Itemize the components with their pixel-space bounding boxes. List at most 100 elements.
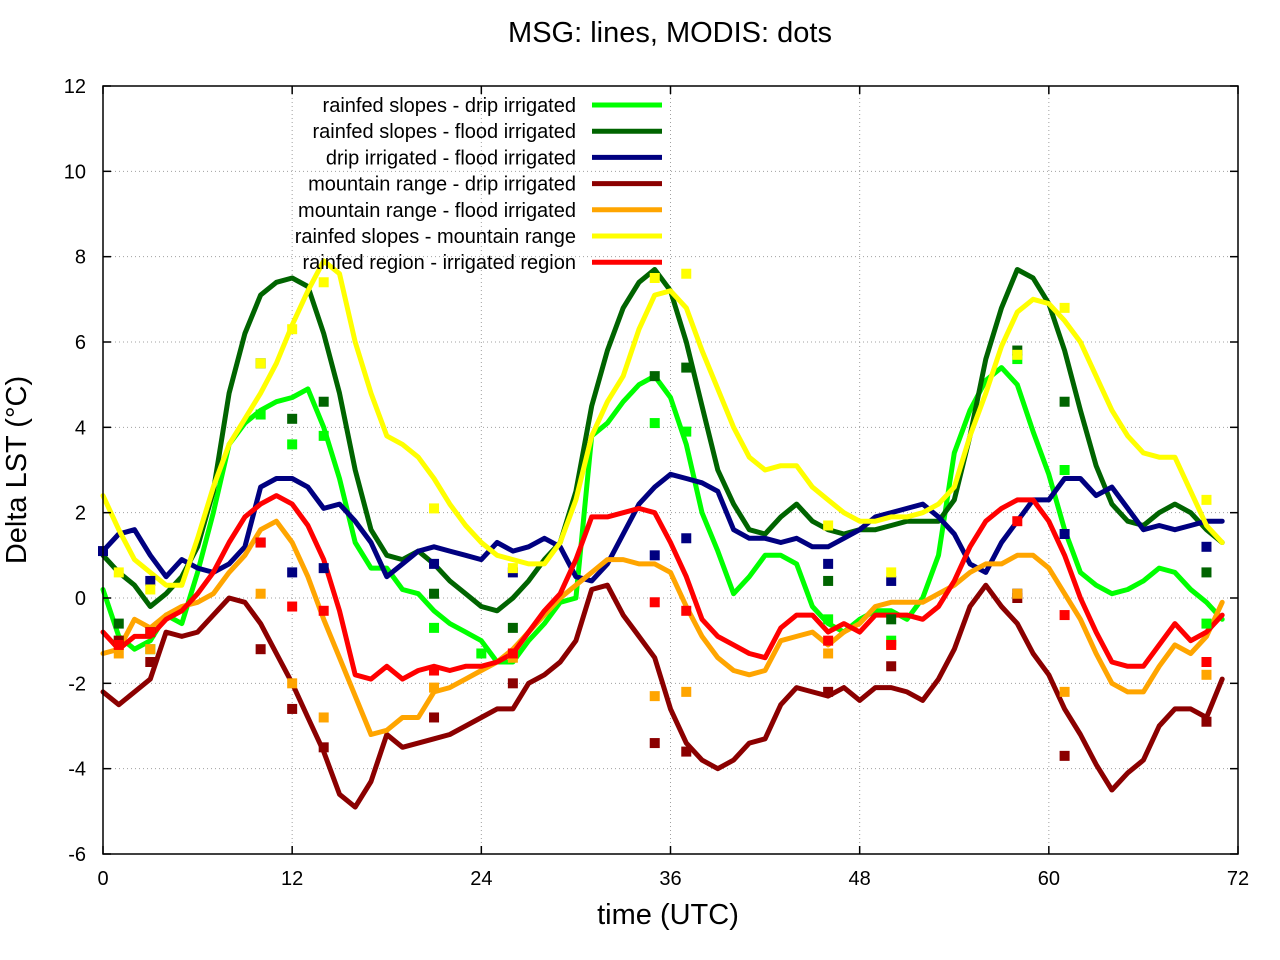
modis-dot bbox=[318, 277, 329, 288]
modis-dot bbox=[649, 738, 660, 749]
modis-dot bbox=[476, 648, 487, 659]
modis-dot bbox=[255, 358, 266, 369]
modis-dot bbox=[681, 686, 692, 697]
modis-dot bbox=[318, 563, 329, 574]
modis-dot bbox=[1012, 588, 1023, 599]
modis-dot bbox=[429, 588, 440, 599]
modis-dot bbox=[1201, 494, 1212, 505]
modis-dot bbox=[255, 537, 266, 548]
series-line-rainfed-region-irrigated-region bbox=[100, 493, 1225, 682]
series-line-rainfed-slopes-drip-irrigated bbox=[100, 365, 1225, 665]
modis-dot bbox=[145, 627, 156, 638]
x-tick-label: 24 bbox=[470, 868, 492, 890]
modis-dot bbox=[1059, 465, 1070, 475]
modis-dot bbox=[287, 413, 298, 424]
modis-dot bbox=[318, 430, 329, 441]
modis-dot bbox=[1201, 618, 1212, 629]
modis-dot bbox=[429, 665, 440, 676]
modis-dot bbox=[823, 635, 834, 646]
modis-dot bbox=[649, 273, 660, 283]
modis-dot bbox=[145, 657, 156, 667]
modis-dot bbox=[113, 567, 124, 578]
modis-dot bbox=[318, 742, 329, 753]
modis-dot bbox=[1201, 716, 1212, 727]
modis-dot bbox=[1012, 516, 1023, 527]
modis-dot bbox=[429, 503, 440, 514]
legend-label-rainfed-slopes-flood-irrigated: rainfed slopes - flood irrigated bbox=[313, 121, 576, 143]
modis-dots-mountain-range-drip-irrigated bbox=[113, 593, 1212, 761]
modis-dot bbox=[823, 614, 834, 625]
modis-dot bbox=[1059, 302, 1070, 313]
modis-dot bbox=[318, 396, 329, 407]
modis-dot bbox=[823, 648, 834, 659]
modis-dot bbox=[886, 614, 897, 625]
modis-dot bbox=[255, 644, 266, 655]
modis-dot bbox=[429, 682, 440, 693]
modis-dot bbox=[823, 520, 834, 531]
modis-dot bbox=[287, 567, 298, 578]
y-tick-label: -6 bbox=[68, 844, 86, 866]
modis-dot bbox=[823, 686, 834, 697]
y-tick-label: 6 bbox=[75, 332, 86, 354]
y-tick-label: 10 bbox=[64, 161, 86, 183]
legend-label-mountain-range-flood-irrigated: mountain range - flood irrigated bbox=[298, 200, 576, 222]
modis-dot bbox=[287, 703, 298, 714]
legend-label-rainfed-slopes-mountain-range: rainfed slopes - mountain range bbox=[295, 226, 576, 248]
y-tick-label: 4 bbox=[75, 417, 86, 439]
modis-dot bbox=[1201, 567, 1212, 578]
x-tick-label: 72 bbox=[1227, 868, 1249, 890]
modis-dot bbox=[255, 409, 266, 420]
modis-dot bbox=[507, 622, 518, 633]
modis-dot bbox=[1059, 610, 1070, 621]
modis-dot bbox=[886, 575, 897, 586]
modis-dot bbox=[1201, 541, 1212, 552]
series-line-mountain-range-flood-irrigated bbox=[100, 518, 1225, 737]
modis-dot bbox=[681, 426, 692, 437]
modis-dot bbox=[287, 678, 298, 689]
y-tick-label: -2 bbox=[68, 673, 86, 695]
y-axis-label: Delta LST (°C) bbox=[1, 376, 33, 564]
legend: rainfed slopes - drip irrigated rainfed s… bbox=[295, 95, 662, 274]
modis-dot bbox=[507, 563, 518, 574]
modis-dot bbox=[113, 648, 124, 659]
modis-dot bbox=[681, 605, 692, 616]
legend-label-drip-irrigated-flood-irrigated: drip irrigated - flood irrigated bbox=[326, 147, 576, 169]
modis-dot bbox=[681, 362, 692, 373]
modis-dot bbox=[287, 324, 298, 335]
x-tick-label: 60 bbox=[1038, 868, 1060, 890]
x-tick-label: 12 bbox=[281, 868, 303, 890]
modis-dot bbox=[649, 691, 660, 702]
modis-dot bbox=[649, 597, 660, 608]
modis-dot bbox=[113, 618, 124, 629]
modis-dot bbox=[429, 712, 440, 723]
legend-label-rainfed-region-irrigated-region: rainfed region - irrigated region bbox=[303, 252, 577, 274]
modis-dot bbox=[287, 439, 298, 450]
series-layer bbox=[100, 258, 1225, 810]
y-tick-label: 8 bbox=[75, 247, 86, 269]
series-line-mountain-range-drip-irrigated bbox=[100, 582, 1225, 810]
x-axis-label: time (UTC) bbox=[597, 899, 739, 931]
modis-dot bbox=[507, 648, 518, 659]
y-tick-label: 12 bbox=[64, 76, 86, 98]
modis-dot bbox=[1059, 686, 1070, 697]
modis-dot bbox=[886, 639, 897, 650]
x-tick-label: 0 bbox=[97, 868, 108, 890]
modis-dot bbox=[649, 371, 660, 382]
modis-dot bbox=[681, 268, 692, 279]
modis-dot bbox=[823, 558, 834, 569]
modis-dot bbox=[113, 639, 124, 650]
modis-dot bbox=[1059, 529, 1070, 539]
modis-dot bbox=[1201, 669, 1212, 680]
y-tick-label: 2 bbox=[75, 503, 86, 525]
modis-dot bbox=[429, 622, 440, 633]
modis-dot bbox=[649, 550, 660, 561]
modis-dot bbox=[681, 533, 692, 544]
modis-dot bbox=[886, 661, 897, 672]
series-line-rainfed-slopes-flood-irrigated bbox=[100, 267, 1225, 614]
modis-dot bbox=[145, 584, 156, 595]
modis-dot bbox=[287, 601, 298, 612]
modis-dots-rainfed-region-irrigated-region bbox=[113, 516, 1212, 676]
